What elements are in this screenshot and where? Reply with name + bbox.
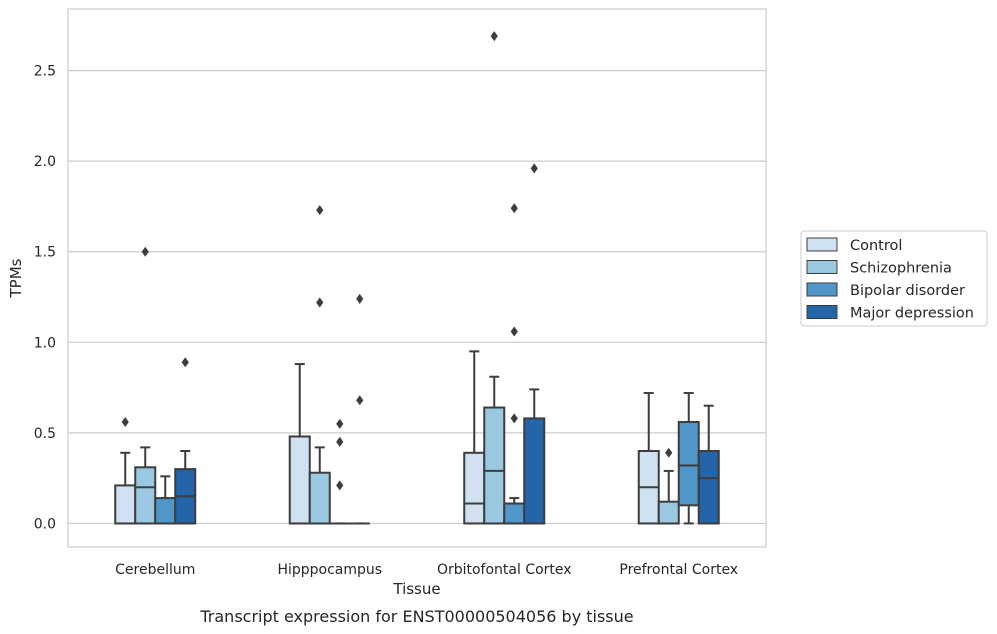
box-bipolar-disorder-hipppocampus <box>329 418 350 525</box>
outlier-point <box>336 436 344 447</box>
outlier-point <box>336 480 344 491</box>
legend-swatch <box>806 282 838 297</box>
outlier-point <box>181 357 189 368</box>
box-bipolar-disorder-cerebellum <box>154 475 177 525</box>
outlier-point <box>121 417 129 428</box>
legend-label: Control <box>850 238 902 254</box>
box-schizophrenia-orbitofontal-cortex <box>483 31 506 525</box>
outlier-point <box>665 447 673 458</box>
x-tick-label: Hipppocampus <box>277 562 382 578</box>
box-control-hipppocampus <box>288 363 311 525</box>
legend-label: Schizophrenia <box>850 261 952 277</box>
outlier-point <box>336 418 344 429</box>
box-control-orbitofontal-cortex <box>463 350 486 525</box>
x-tick-label: Prefrontal Cortex <box>619 562 738 578</box>
box-body <box>154 497 177 525</box>
box-body <box>483 406 506 525</box>
box-body <box>697 449 720 525</box>
x-tick-labels: Cerebellum Hipppocampus Orbitofontal Corte… <box>115 562 738 578</box>
box-body <box>523 417 546 525</box>
outlier-point <box>530 163 538 174</box>
outlier-point <box>316 297 324 308</box>
plot-frame <box>67 8 767 548</box>
box-body <box>308 471 331 525</box>
x-axis-title: Tissue <box>392 580 440 598</box>
y-axis-title: TPMs <box>7 258 25 298</box>
box-body <box>134 466 157 525</box>
y-tick-label: 1.5 <box>34 245 56 261</box>
box-schizophrenia-cerebellum <box>134 246 157 525</box>
outlier-point <box>490 31 498 42</box>
y-tick-label: 0.5 <box>34 426 56 442</box>
box-bipolar-disorder-prefrontal-cortex <box>677 392 700 525</box>
legend-item-bipolar-disorder: Bipolar disorder <box>806 282 965 299</box>
box-major-depression-prefrontal-cortex <box>697 404 720 525</box>
legend-item-schizophrenia: Schizophrenia <box>806 260 952 277</box>
y-tick-labels: 0.0 0.5 1.0 1.5 2.0 2.5 <box>34 64 56 533</box>
legend-item-major-depression: Major depression <box>806 305 974 322</box>
box-body <box>463 451 486 525</box>
y-tick-label: 1.0 <box>34 335 56 351</box>
box-schizophrenia-prefrontal-cortex <box>657 447 680 525</box>
legend-item-control: Control <box>806 237 902 254</box>
legend-label: Major depression <box>850 306 974 322</box>
box-major-depression-hipppocampus <box>349 293 370 525</box>
box-body <box>288 435 311 525</box>
outlier-point <box>510 326 518 337</box>
legend-swatch <box>806 305 838 319</box>
y-tick-label: 0.0 <box>34 516 56 532</box>
legend-swatch <box>806 260 838 274</box>
grid-lines <box>68 69 766 525</box>
box-major-depression-cerebellum <box>174 357 197 525</box>
box-body <box>677 421 700 507</box>
outlier-point <box>510 413 518 424</box>
box-layer <box>114 31 720 525</box>
legend-swatch <box>806 237 838 252</box>
outlier-point <box>356 293 364 304</box>
box-schizophrenia-hipppocampus <box>308 205 331 525</box>
y-tick-label: 2.5 <box>34 64 56 80</box>
box-control-prefrontal-cortex <box>637 392 660 525</box>
legend-label: Bipolar disorder <box>850 283 965 299</box>
box-major-depression-orbitofontal-cortex <box>523 163 546 525</box>
outlier-point <box>141 246 149 257</box>
x-tick-label: Cerebellum <box>115 562 195 578</box>
legend: Control Schizophrenia Bipolar disorder Majo… <box>800 230 988 327</box>
box-body <box>657 500 680 525</box>
box-body <box>503 502 526 525</box>
legend-frame <box>800 230 988 327</box>
box-body <box>114 484 137 525</box>
x-tick-label: Orbitofontal Cortex <box>437 562 572 578</box>
y-tick-label: 2.0 <box>34 154 56 170</box>
box-bipolar-disorder-orbitofontal-cortex <box>503 203 526 525</box>
outlier-point <box>356 395 364 406</box>
outlier-point <box>510 203 518 214</box>
chart-caption: Transcript expression for ENST0000050405… <box>199 607 633 626</box>
outlier-point <box>316 205 324 216</box>
